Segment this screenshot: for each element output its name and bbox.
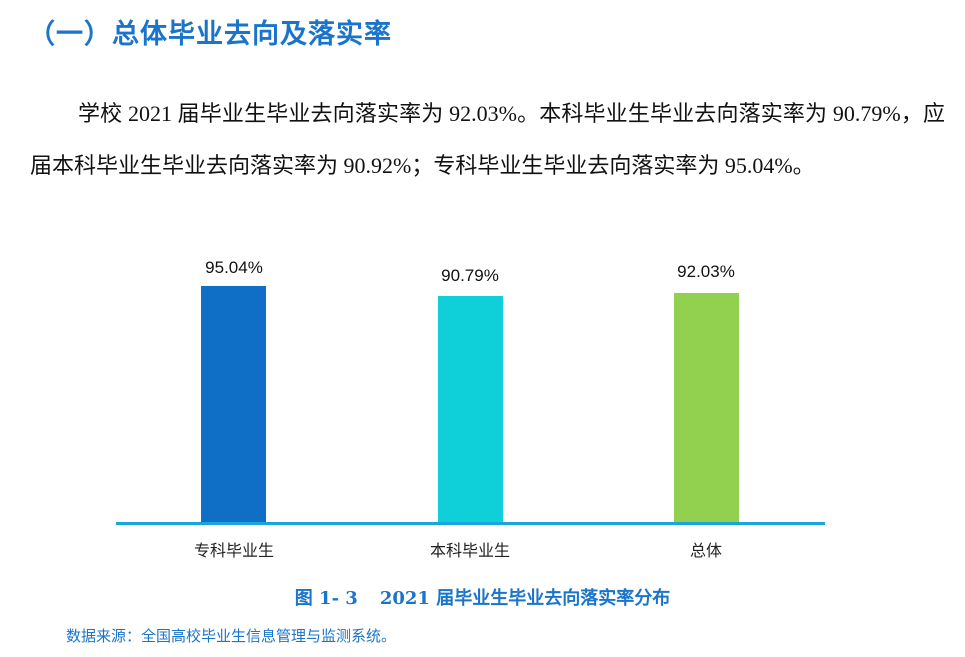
body-paragraph: 学校 2021 届毕业生毕业去向落实率为 92.03%。本科毕业生毕业去向落实率… bbox=[30, 101, 945, 178]
x-axis-line bbox=[116, 522, 825, 525]
data-source-note: 数据来源：全国高校毕业生信息管理与监测系统。 bbox=[66, 627, 397, 645]
category-label: 专科毕业生 bbox=[193, 541, 274, 560]
figure-number: 图 1- 3 bbox=[294, 588, 358, 609]
figure-caption: 图 1- 3 2021 届毕业生毕业去向落实率分布 bbox=[0, 584, 965, 610]
bar-value-label: 95.04% bbox=[205, 258, 263, 277]
section-heading: （一）总体毕业去向及落实率 bbox=[28, 19, 392, 50]
category-label: 本科毕业生 bbox=[429, 541, 510, 560]
category-label: 总体 bbox=[689, 541, 722, 560]
bar-benke bbox=[438, 296, 503, 522]
figure-title: 2021 届毕业生毕业去向落实率分布 bbox=[379, 588, 671, 609]
bar-chart: 95.04% 专科毕业生 90.79% 本科毕业生 92.03% 总体 bbox=[0, 240, 965, 580]
bar-zongti bbox=[674, 293, 739, 522]
bar-zhuanke bbox=[201, 286, 266, 522]
bar-value-label: 92.03% bbox=[677, 262, 735, 281]
bar-value-label: 90.79% bbox=[441, 266, 499, 285]
